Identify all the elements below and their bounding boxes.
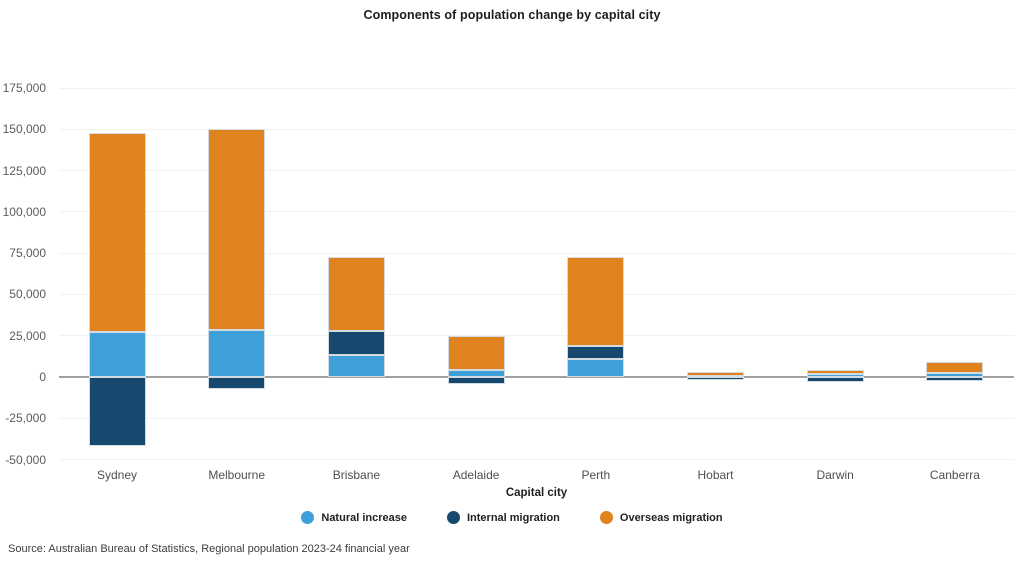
y-axis-tick-label: 125,000 [2,163,46,178]
bar-segment-darwin-natural-increase[interactable] [806,374,864,377]
y-axis-tick-label: 150,000 [2,122,46,137]
x-axis-label: Hobart [697,468,734,482]
y-axis-tick-label: 50,000 [9,287,46,302]
bar-segment-brisbane-overseas-migration[interactable] [327,257,385,331]
bar-segment-perth-internal-migration[interactable] [567,345,625,359]
legend: Natural increase Internal migration Overse… [0,511,1024,524]
bar-segment-canberra-internal-migration[interactable] [926,376,984,382]
chart-title: Components of population change by capit… [363,8,661,22]
y-axis-tick-label: -25,000 [5,411,46,426]
y-axis-tick-label: 175,000 [2,81,46,95]
bar-segment-brisbane-internal-migration[interactable] [327,330,385,355]
x-axis-label: Melbourne [208,468,266,482]
bar-segment-darwin-internal-migration[interactable] [806,376,864,382]
gridline [59,128,1014,130]
bar-segment-canberra-natural-increase[interactable] [926,372,984,377]
zero-line [59,375,1014,378]
bar-segment-perth-overseas-migration[interactable] [567,257,625,346]
bar-segment-brisbane-natural-increase[interactable] [327,354,385,377]
gridline [59,87,1014,89]
legend-label: Natural increase [321,511,407,524]
legend-item-overseas-migration[interactable]: Overseas migration [599,511,723,524]
gridline [59,211,1014,213]
y-axis-tick-label: 100,000 [2,204,46,219]
x-axis-title: Capital city [505,487,568,499]
x-axis-label: Canberra [929,468,980,482]
bar-segment-canberra-overseas-migration[interactable] [926,362,984,373]
bar-segment-melbourne-internal-migration[interactable] [208,376,266,390]
y-axis-tick-label: 25,000 [9,328,46,343]
bar-segment-hobart-internal-migration[interactable] [687,376,744,381]
bar-segment-adelaide-overseas-migration[interactable] [447,335,505,371]
x-axis-label: Perth [581,468,611,482]
bar-segment-hobart-overseas-migration[interactable] [687,371,744,377]
bar-segment-adelaide-internal-migration[interactable] [447,376,505,385]
bar-segment-sydney-overseas-migration[interactable] [88,132,146,333]
legend-item-internal-migration[interactable]: Internal migration [446,511,560,524]
gridline [59,170,1014,172]
legend-label: Internal migration [466,511,560,524]
legend-swatch-icon [446,511,460,524]
gridline [59,293,1014,295]
legend-label: Overseas migration [619,511,723,524]
bar-segment-sydney-natural-increase[interactable] [88,332,146,377]
x-axis-label: Sydney [96,468,138,482]
gridline [59,417,1014,419]
bar-segment-melbourne-natural-increase[interactable] [208,329,266,377]
y-axis-tick-label: -50,000 [5,452,46,467]
bar-segment-adelaide-natural-increase[interactable] [447,370,505,377]
gridline [59,459,1014,460]
x-axis-label: Adelaide [452,468,500,482]
bar-segment-perth-natural-increase[interactable] [567,358,625,377]
x-axis-label: Brisbane [332,468,381,482]
bar-segment-sydney-internal-migration[interactable] [88,376,146,447]
legend-swatch-icon [599,511,613,524]
bar-segment-melbourne-overseas-migration[interactable] [208,129,266,330]
source-note: Source: Australian Bureau of Statistics,… [8,543,410,555]
gridline [59,252,1014,254]
x-axis-label: Darwin [816,468,854,482]
legend-item-natural-increase[interactable]: Natural increase [301,511,407,524]
legend-swatch-icon [301,511,315,524]
y-axis-tick-label: 75,000 [9,246,46,261]
gridline [59,335,1014,337]
bar-segment-darwin-overseas-migration[interactable] [806,369,864,375]
y-axis-tick-label: 0 [39,369,46,384]
